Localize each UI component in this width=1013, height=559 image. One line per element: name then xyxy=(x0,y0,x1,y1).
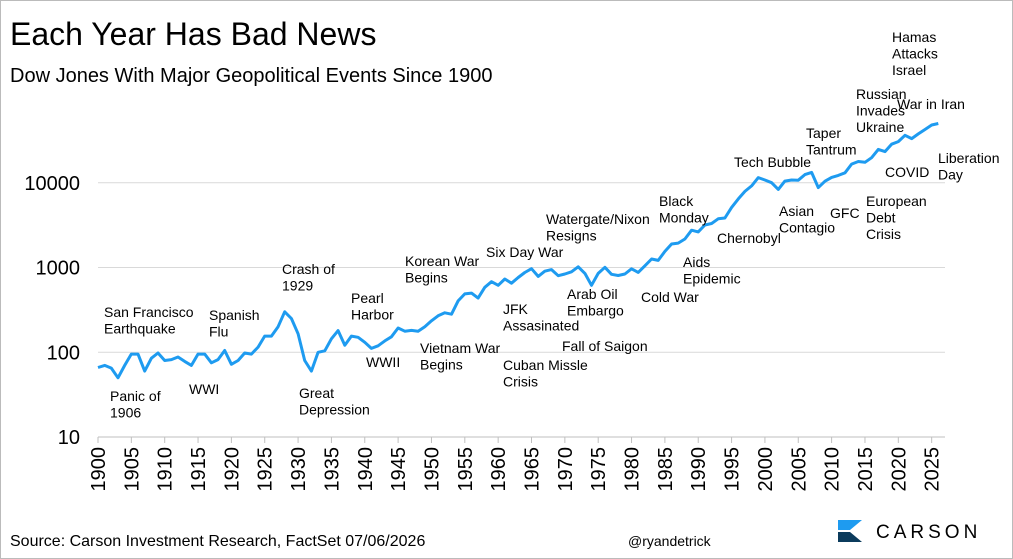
brand-logo: CARSON xyxy=(838,520,981,543)
annotation: Russian xyxy=(856,86,907,102)
annotation: 1906 xyxy=(110,405,141,421)
x-tick-label: 1970 xyxy=(555,447,577,492)
annotation: San Francisco xyxy=(104,304,194,320)
x-tick-label: 1905 xyxy=(121,447,143,492)
x-tick-label: 2015 xyxy=(855,447,877,492)
brand: CARSON xyxy=(876,522,981,543)
x-tick-label: 2000 xyxy=(755,447,777,492)
annotation: GFC xyxy=(830,205,860,221)
x-tick-label: 1950 xyxy=(421,447,443,492)
annotation: Monday xyxy=(659,210,709,226)
x-tick-label: 2020 xyxy=(888,447,910,492)
dow-line xyxy=(97,122,939,380)
annotation: Depression xyxy=(299,402,370,418)
annotation: Contagio xyxy=(779,220,835,236)
annotation: Israel xyxy=(892,62,926,78)
x-tick-label: 1960 xyxy=(488,447,510,492)
x-tick-label: 1945 xyxy=(388,447,410,492)
annotation: Watergate/Nixon xyxy=(546,211,650,227)
annotation: Assasinated xyxy=(503,318,579,334)
x-tick-label: 1990 xyxy=(688,447,710,492)
annotation: Black xyxy=(659,193,694,209)
annotation: Day xyxy=(938,167,963,183)
annotation: Epidemic xyxy=(683,271,741,287)
annotation: Taper xyxy=(806,125,841,141)
annotation: War in Iran xyxy=(897,96,965,112)
annotation: Cold War xyxy=(641,289,699,305)
annotation: Ukraine xyxy=(856,119,904,135)
annotation: Panic of xyxy=(110,388,161,404)
annotation: Crash of xyxy=(282,261,335,277)
annotation: Chernobyl xyxy=(717,230,781,246)
annotation: Vietnam War xyxy=(420,340,500,356)
x-tick-label: 1920 xyxy=(221,447,243,492)
x-tick-label: 1955 xyxy=(455,447,477,492)
annotation: Six Day War xyxy=(486,244,564,260)
annotation: Attacks xyxy=(892,46,938,62)
annotation: Harbor xyxy=(351,307,394,323)
x-tick-label: 1940 xyxy=(355,447,377,492)
annotation: Invades xyxy=(856,103,905,119)
annotation: Debt xyxy=(866,210,896,226)
annotation: Spanish xyxy=(209,307,260,323)
x-tick-label: 1980 xyxy=(622,447,644,492)
handle: @ryandetrick xyxy=(628,533,712,549)
annotation: Arab Oil xyxy=(567,286,618,302)
x-tick-label: 1900 xyxy=(88,447,110,492)
y-tick-label: 1000 xyxy=(36,258,81,280)
annotation: Flu xyxy=(209,324,228,340)
annotation: WWII xyxy=(366,354,400,370)
y-tick-label: 10000 xyxy=(24,173,80,195)
annotation: Hamas xyxy=(892,29,936,45)
y-tick-label: 100 xyxy=(47,342,80,364)
annotation: WWI xyxy=(189,381,219,397)
annotation: Asian xyxy=(779,203,814,219)
annotation: Embargo xyxy=(567,303,624,319)
x-tick-label: 2010 xyxy=(822,447,844,492)
x-tick-label: 1915 xyxy=(188,447,210,492)
annotation: Fall of Saigon xyxy=(562,338,648,354)
x-tick-label: 1935 xyxy=(321,447,343,492)
annotation: Cuban Missle xyxy=(503,357,588,373)
annotation: Begins xyxy=(405,270,448,286)
x-tick-label: 1975 xyxy=(588,447,610,492)
annotation: 1929 xyxy=(282,278,313,294)
x-tick-label: 2005 xyxy=(788,447,810,492)
annotation: European xyxy=(866,193,927,209)
x-tick-label: 1910 xyxy=(155,447,177,492)
x-tick-label: 1925 xyxy=(255,447,277,492)
annotation: Resigns xyxy=(546,228,597,244)
annotation: Liberation xyxy=(938,150,1000,166)
chart-subtitle: Dow Jones With Major Geopolitical Events… xyxy=(10,65,492,87)
chart-title: Each Year Has Bad News xyxy=(10,16,376,52)
annotation: COVID xyxy=(885,164,929,180)
annotation: Pearl xyxy=(351,290,384,306)
annotation: Crisis xyxy=(503,374,538,390)
annotation: Tantrum xyxy=(806,142,857,158)
annotation: Tech Bubble xyxy=(734,154,811,170)
x-tick-label: 1985 xyxy=(655,447,677,492)
y-tick-label: 10 xyxy=(58,427,80,449)
source: Source: Carson Investment Research, Fact… xyxy=(10,533,425,550)
annotation: Begins xyxy=(420,357,463,373)
x-tick-label: 2025 xyxy=(922,447,944,492)
annotation: Crisis xyxy=(866,226,901,242)
annotation: Earthquake xyxy=(104,321,176,337)
annotation: Korean War xyxy=(405,253,480,269)
annotation: Aids xyxy=(683,254,710,270)
x-tick-label: 1965 xyxy=(522,447,544,492)
annotation: Great xyxy=(299,385,334,401)
x-tick-label: 1930 xyxy=(288,447,310,492)
annotation: JFK xyxy=(503,301,529,317)
x-tick-label: 1995 xyxy=(722,447,744,492)
